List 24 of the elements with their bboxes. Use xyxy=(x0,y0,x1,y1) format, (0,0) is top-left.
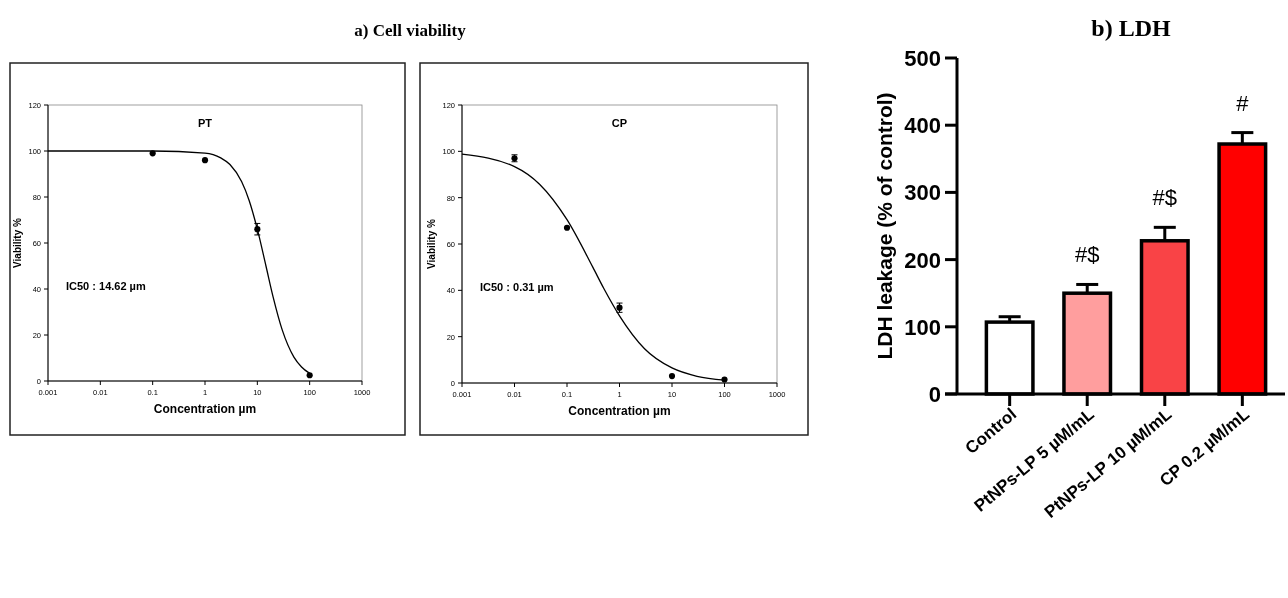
y-tick-label: 400 xyxy=(904,113,941,139)
annotation: #$ xyxy=(1074,242,1100,268)
x-axis-title: Concentration µm xyxy=(568,404,671,418)
y-tick-label: 200 xyxy=(904,247,941,273)
point xyxy=(201,157,209,164)
annotation: PT xyxy=(197,117,213,129)
y-axis-title: LDH leakage (% of control) xyxy=(873,92,896,360)
y-tick-label: 500 xyxy=(904,46,941,71)
y-axis-title: Viability % xyxy=(426,218,437,269)
y-tick-label: 300 xyxy=(904,180,941,206)
annotation: IC50 : 0.31 µm xyxy=(480,281,554,294)
annotation: # xyxy=(1236,90,1250,116)
x-axis-title: Concentration µm xyxy=(153,402,257,416)
annotation: #$ xyxy=(1152,185,1178,211)
y-tick-label: 0 xyxy=(928,382,941,407)
annotation: CP xyxy=(611,117,628,129)
point xyxy=(306,372,313,379)
chart-title: b) LDH xyxy=(1091,15,1171,41)
point xyxy=(668,372,676,380)
text: a) Cell viability xyxy=(354,21,467,40)
y-axis-title: Viability % xyxy=(12,217,23,268)
y-tick-label: 100 xyxy=(904,314,941,340)
annotation: IC50 : 14.62 µm xyxy=(66,279,146,292)
point xyxy=(563,224,571,231)
